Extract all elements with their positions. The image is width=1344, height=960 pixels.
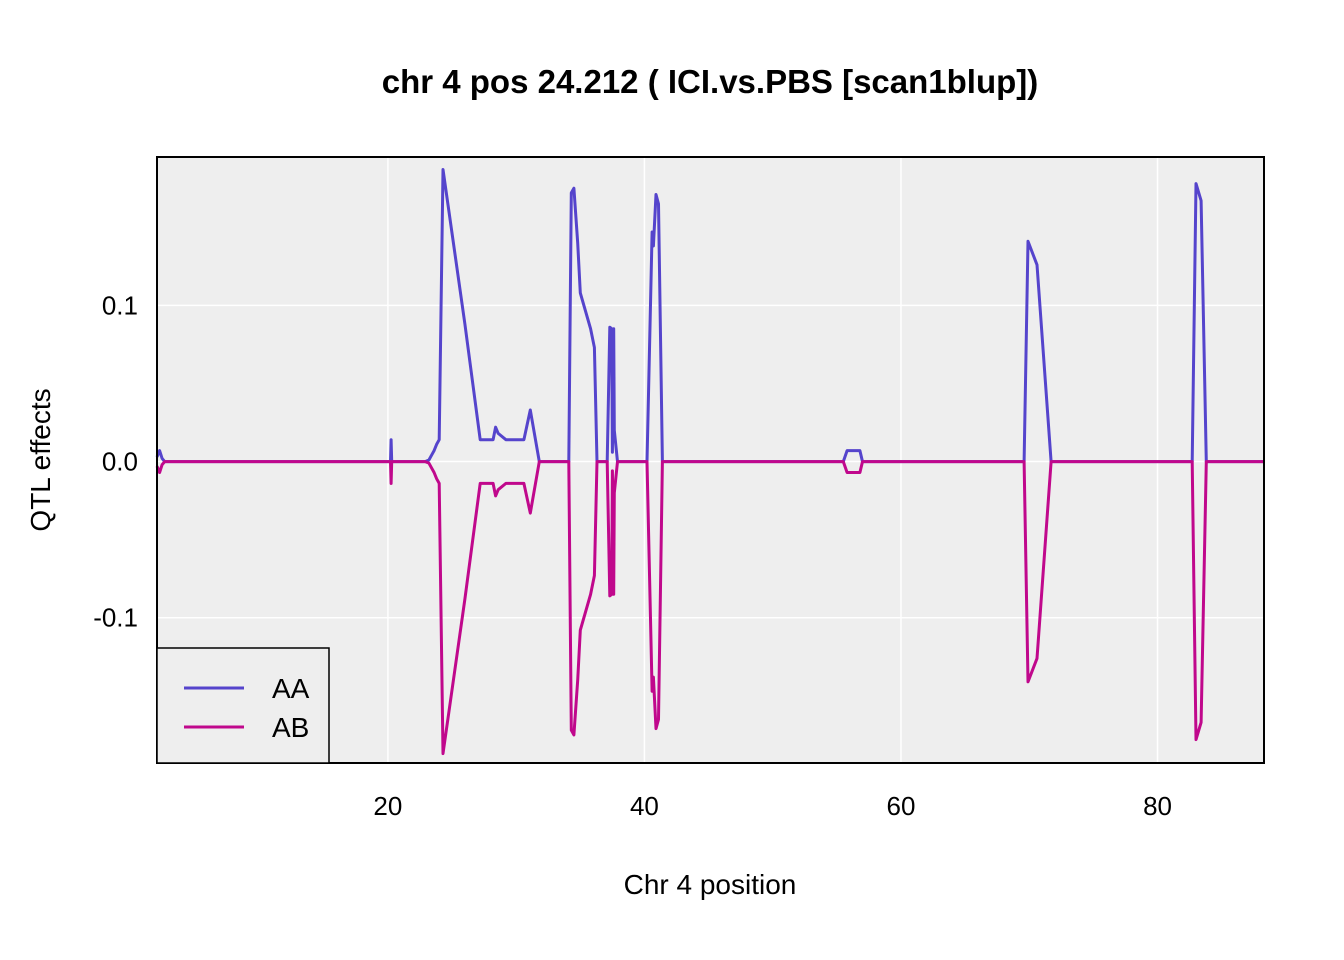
x-tick-label: 20 [373,791,402,821]
x-axis-ticks: 20 40 60 80 [373,791,1172,821]
plot-background [157,157,1264,763]
y-tick-label: -0.1 [93,603,138,633]
legend: AA AB [156,647,330,764]
y-axis-ticks: -0.1 0.0 0.1 [93,290,138,632]
x-tick-label: 80 [1143,791,1172,821]
x-axis-label: Chr 4 position [624,869,797,900]
y-axis-label: QTL effects [25,388,56,531]
x-tick-label: 40 [630,791,659,821]
series-line-ab [155,460,1264,756]
legend-label-aa: AA [272,673,310,704]
plot-border [156,156,1265,764]
legend-label-ab: AB [272,712,309,743]
series-lines [155,168,1264,756]
legend-box [156,647,330,764]
chart-title: chr 4 pos 24.212 ( ICI.vs.PBS [scan1blup… [382,63,1039,100]
y-tick-label: 0.1 [102,290,138,320]
series-line-aa [155,168,1264,464]
y-tick-label: 0.0 [102,447,138,477]
x-tick-label: 60 [887,791,916,821]
